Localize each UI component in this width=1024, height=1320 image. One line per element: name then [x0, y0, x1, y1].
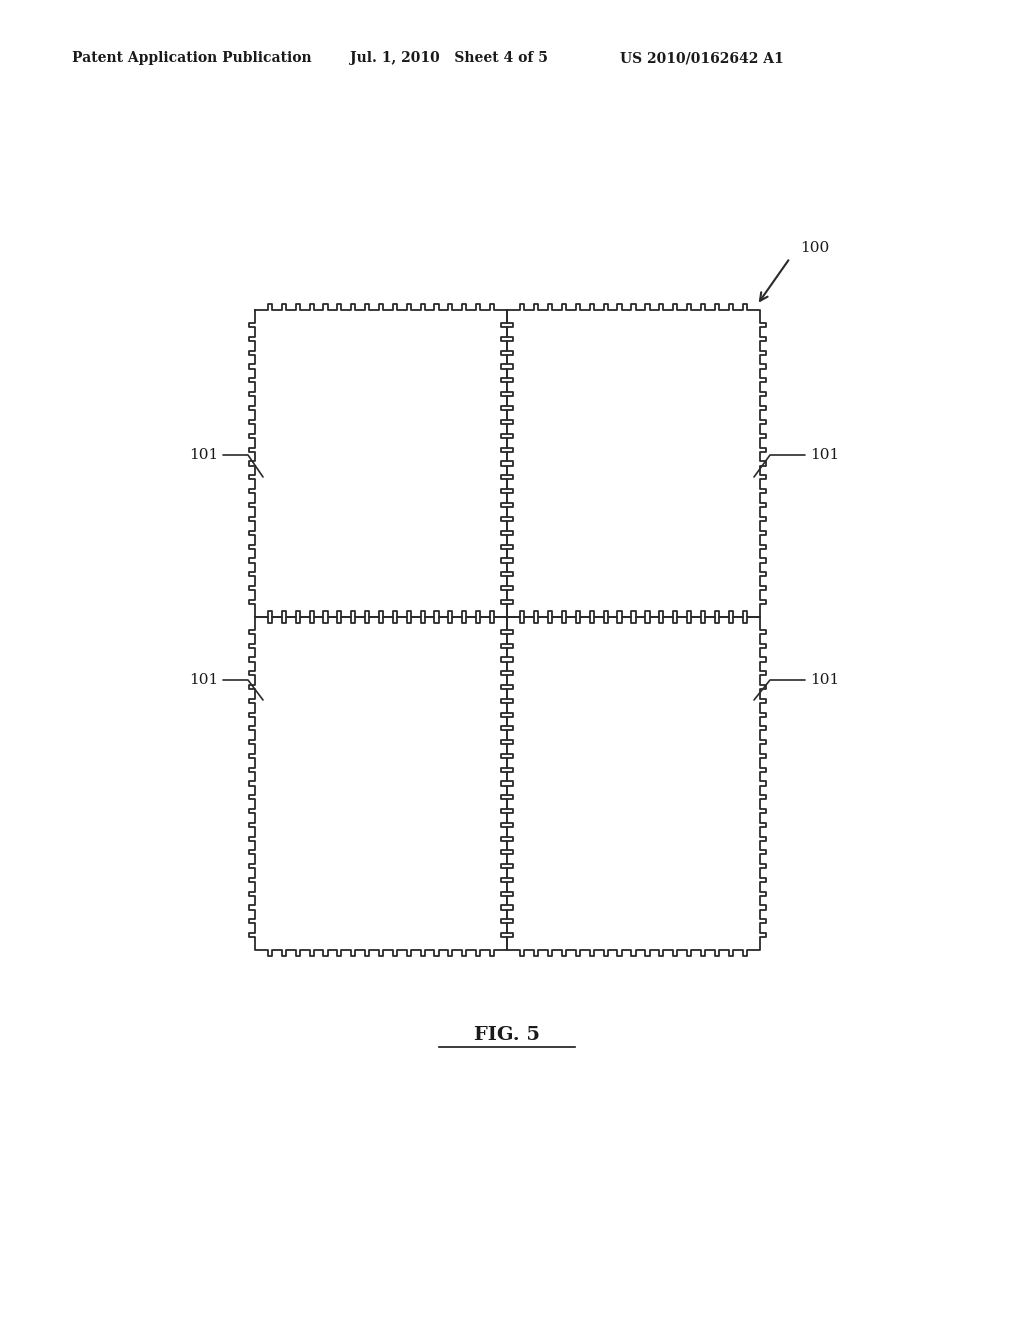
Text: 101: 101: [810, 673, 840, 686]
Text: 101: 101: [188, 673, 218, 686]
Text: 101: 101: [810, 447, 840, 462]
Text: 101: 101: [188, 447, 218, 462]
Text: US 2010/0162642 A1: US 2010/0162642 A1: [620, 51, 783, 65]
Text: Jul. 1, 2010   Sheet 4 of 5: Jul. 1, 2010 Sheet 4 of 5: [350, 51, 548, 65]
Text: FIG. 5: FIG. 5: [474, 1026, 540, 1044]
Text: Patent Application Publication: Patent Application Publication: [72, 51, 311, 65]
Text: 100: 100: [800, 242, 829, 255]
